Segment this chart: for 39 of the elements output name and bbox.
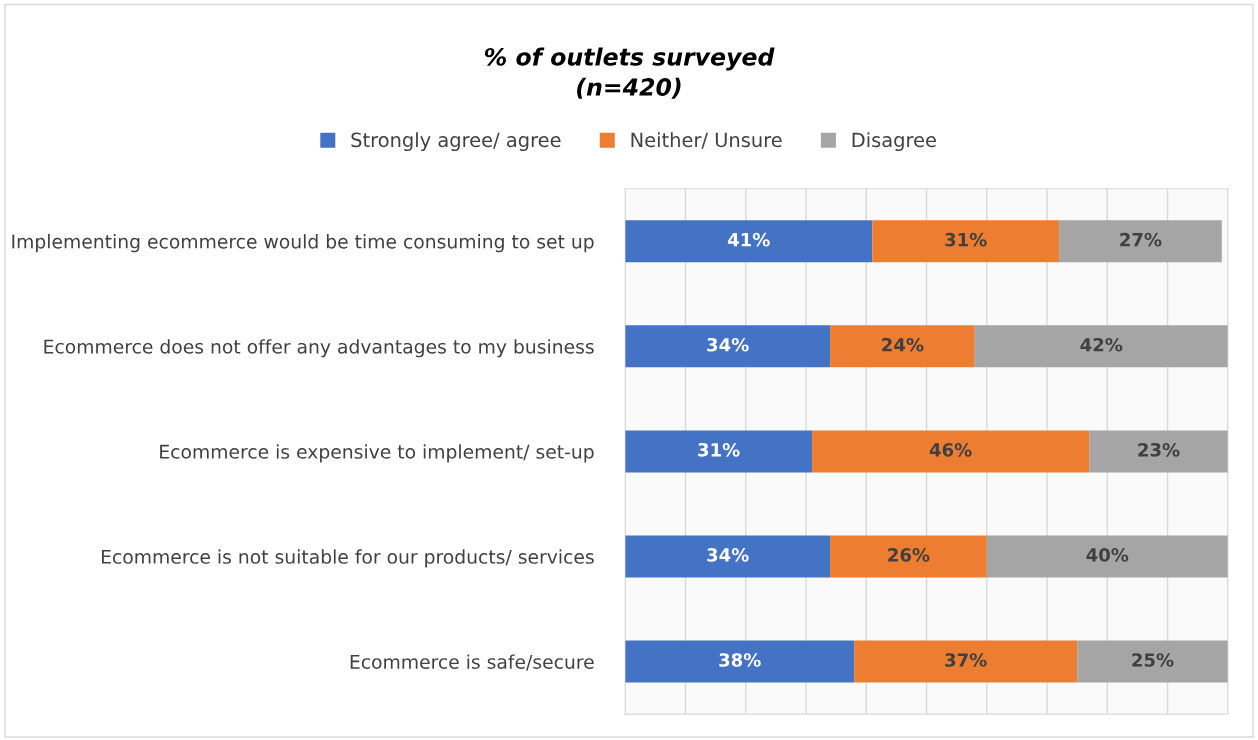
bar <box>625 640 855 683</box>
bar <box>872 220 1060 263</box>
data-label: 27% <box>1120 232 1162 247</box>
y-tick-label: Ecommerce is safe/secure <box>350 654 594 671</box>
bar <box>625 430 813 473</box>
data-label: 41% <box>727 232 770 247</box>
y-tick-label: Ecommerce is not suitable for our products/ services <box>101 549 594 568</box>
data-label: 26% <box>888 548 930 562</box>
data-label: 31% <box>698 442 740 457</box>
bar <box>1059 220 1222 263</box>
bar <box>625 535 831 578</box>
data-label: 37% <box>945 653 987 667</box>
bar <box>625 325 831 368</box>
data-label: 24% <box>882 337 924 352</box>
bar <box>854 640 1078 683</box>
data-label: 40% <box>1086 548 1129 562</box>
bar <box>1077 640 1228 683</box>
legend-label: Neither/ Unsure <box>631 132 782 149</box>
y-tick-label: Ecommerce does not offer any advantages to my business <box>44 339 594 358</box>
y-tick-label: Implementing ecommerce would be time consuming to set up <box>12 234 594 253</box>
data-label: 31% <box>945 232 987 247</box>
y-tick-label: Ecommerce is expensive to implement/ set-up <box>160 444 594 463</box>
bar <box>812 430 1090 473</box>
bar <box>625 220 873 263</box>
data-label: 34% <box>707 548 749 562</box>
data-label: 25% <box>1132 653 1174 667</box>
data-label: 46% <box>929 442 972 457</box>
bar <box>1089 430 1228 473</box>
data-label: 23% <box>1138 442 1180 457</box>
data-label: 38% <box>719 653 761 667</box>
legend-label: Disagree <box>852 132 936 152</box>
bar <box>974 325 1228 368</box>
chart-title: % of outlets surveyed (n=420) <box>484 47 775 99</box>
data-label: 42% <box>1080 337 1123 352</box>
legend-label: Strongly agree/ agree <box>351 132 561 152</box>
bar <box>986 535 1228 578</box>
bar <box>830 325 975 368</box>
bar <box>830 535 987 578</box>
data-label: 34% <box>707 337 749 352</box>
